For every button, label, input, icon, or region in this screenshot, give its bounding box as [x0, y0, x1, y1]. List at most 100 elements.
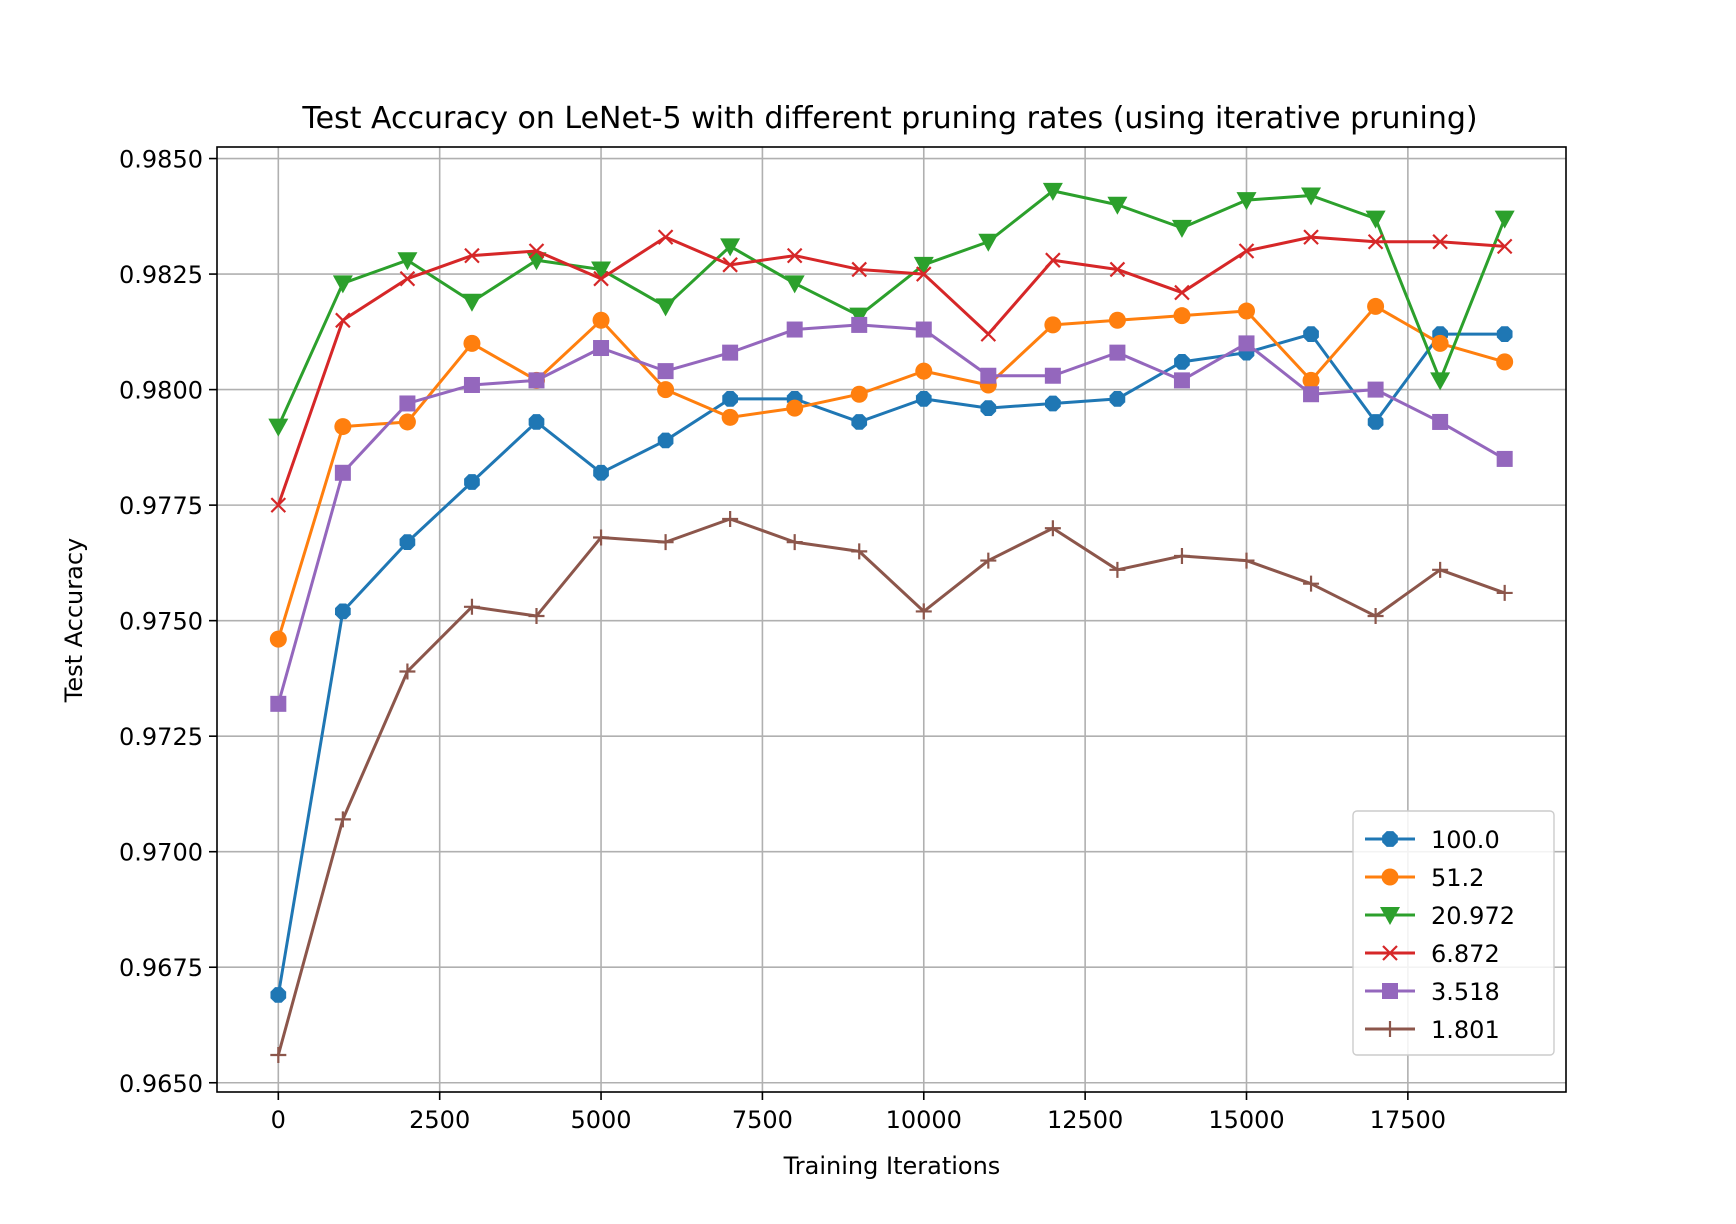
data-point — [464, 247, 480, 264]
data-point — [270, 987, 287, 1003]
data-point — [655, 298, 676, 317]
data-point — [593, 464, 609, 481]
data-point — [722, 390, 738, 407]
data-point — [657, 432, 674, 449]
data-point — [1109, 344, 1126, 361]
data-point — [397, 252, 418, 271]
x-tick-label: 12500 — [1047, 1106, 1123, 1134]
data-point — [1494, 210, 1515, 229]
legend-marker — [1382, 983, 1398, 999]
data-point — [850, 385, 868, 403]
data-point — [1367, 608, 1384, 625]
y-tick-label: 0.9825 — [119, 261, 203, 289]
data-point — [1432, 561, 1449, 578]
data-point — [1430, 372, 1451, 391]
data-point — [1238, 243, 1255, 259]
data-point — [270, 695, 287, 712]
data-point — [334, 418, 352, 436]
data-point — [528, 243, 545, 259]
data-point — [657, 229, 674, 245]
data-point — [915, 321, 932, 338]
data-point — [722, 344, 739, 361]
data-point — [1301, 187, 1322, 206]
data-point — [1107, 196, 1128, 215]
data-point — [270, 497, 287, 513]
data-point — [399, 270, 416, 287]
data-point — [398, 413, 416, 431]
legend-entry: 6.872 — [1365, 940, 1500, 968]
data-point — [980, 400, 997, 416]
data-point — [463, 334, 481, 352]
data-point — [463, 598, 480, 615]
y-axis-label: Test Accuracy — [60, 538, 88, 703]
x-tick-label: 7500 — [732, 1106, 793, 1134]
data-point — [1109, 261, 1126, 278]
data-point — [1045, 395, 1061, 412]
data-point — [1367, 233, 1384, 250]
data-point — [851, 261, 868, 278]
legend-entry: 3.518 — [1365, 978, 1500, 1006]
y-tick-label: 0.9800 — [119, 377, 203, 405]
data-point — [915, 266, 932, 282]
data-point — [1496, 450, 1513, 467]
data-point — [593, 340, 610, 357]
legend-label: 51.2 — [1431, 864, 1484, 892]
legend-marker — [1380, 907, 1400, 925]
series-3-518 — [270, 316, 1513, 712]
data-point — [528, 372, 545, 389]
data-point — [1173, 307, 1191, 325]
data-point — [1496, 353, 1514, 371]
data-point — [1432, 233, 1448, 250]
legend-label: 6.872 — [1431, 940, 1500, 968]
data-point — [786, 247, 803, 264]
data-point — [593, 270, 609, 287]
data-point — [915, 390, 932, 407]
data-point — [399, 534, 416, 550]
data-point — [849, 307, 870, 326]
legend-label: 3.518 — [1431, 978, 1500, 1006]
data-point — [1302, 371, 1320, 389]
data-point — [980, 326, 997, 342]
data-point — [1109, 390, 1126, 407]
legend-marker — [1382, 831, 1398, 847]
series-line — [276, 189, 1507, 428]
data-point — [270, 1047, 287, 1064]
series-line — [276, 235, 1505, 506]
data-point — [461, 293, 482, 312]
data-point — [1236, 192, 1257, 211]
data-point — [1173, 372, 1190, 389]
data-point — [1238, 335, 1255, 352]
data-point — [915, 362, 933, 380]
y-tick-label: 0.9650 — [119, 1070, 203, 1098]
data-point — [786, 321, 803, 338]
x-axis-label: Training Iterations — [783, 1152, 1001, 1180]
data-point — [915, 603, 932, 620]
data-point — [657, 363, 674, 380]
data-point — [1108, 311, 1126, 329]
data-point — [1367, 381, 1384, 398]
data-point — [1432, 413, 1449, 430]
data-point — [332, 275, 353, 294]
series-group — [268, 182, 1515, 1064]
series-1-801 — [270, 510, 1513, 1064]
data-point — [334, 811, 351, 828]
data-point — [1367, 414, 1384, 430]
data-point — [1174, 284, 1190, 301]
data-point — [591, 261, 612, 280]
data-point — [1044, 316, 1062, 334]
legend-label: 1.801 — [1431, 1016, 1500, 1044]
data-point — [268, 418, 289, 437]
data-point — [721, 408, 739, 426]
data-point — [1431, 334, 1449, 352]
y-tick-label: 0.9775 — [119, 492, 203, 520]
y-tick-label: 0.9750 — [119, 608, 203, 636]
series-line — [276, 304, 1506, 640]
data-point — [657, 381, 675, 399]
legend: 100.0 51.2 20.972 6.872 3.518 1.801 — [1352, 810, 1555, 1056]
data-point — [980, 367, 997, 384]
legend-label: 100.0 — [1431, 826, 1500, 854]
axis-ticks: 0 2500 5000 7500 10000 12500 15000 17500 0.9650 0… — [119, 146, 1446, 1134]
data-point — [1042, 182, 1063, 201]
data-point — [980, 552, 997, 569]
data-point — [335, 603, 351, 620]
